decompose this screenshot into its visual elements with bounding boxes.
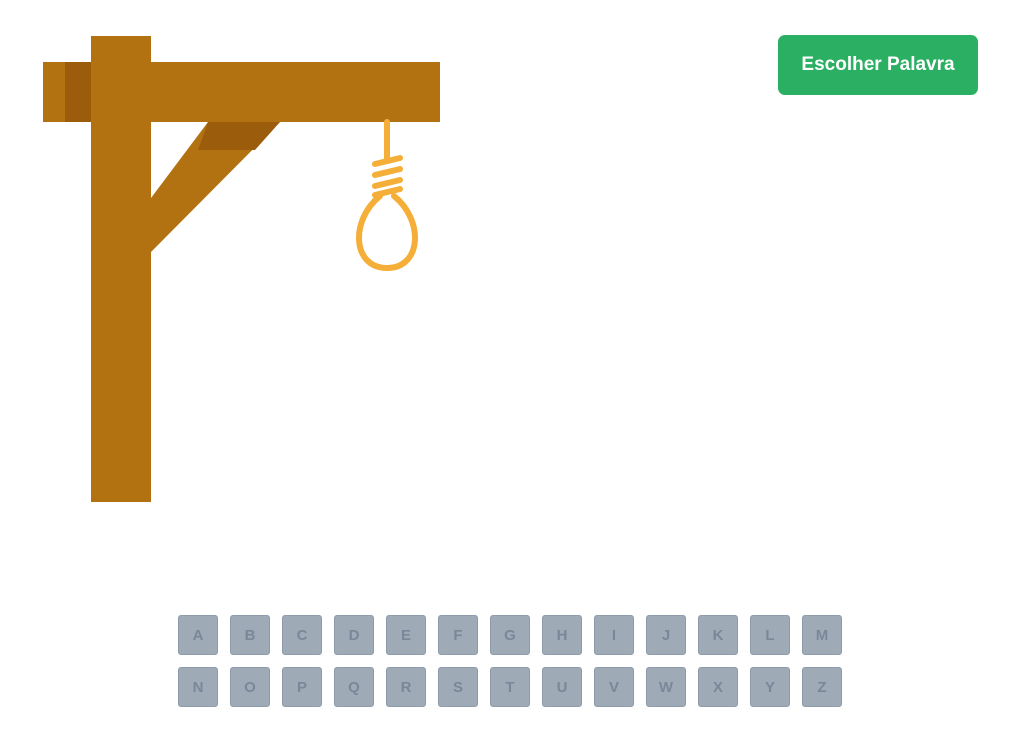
gallows-post	[91, 36, 151, 502]
key-w[interactable]: W	[646, 667, 686, 707]
key-t[interactable]: T	[490, 667, 530, 707]
key-q[interactable]: Q	[334, 667, 374, 707]
key-r[interactable]: R	[386, 667, 426, 707]
key-m[interactable]: M	[802, 615, 842, 655]
letter-keyboard: A B C D E F G H I J K L M N O P Q R S T …	[178, 615, 848, 719]
key-f[interactable]: F	[438, 615, 478, 655]
key-k[interactable]: K	[698, 615, 738, 655]
gallows-beam-shadow	[65, 62, 91, 122]
key-h[interactable]: H	[542, 615, 582, 655]
key-d[interactable]: D	[334, 615, 374, 655]
key-e[interactable]: E	[386, 615, 426, 655]
choose-word-button[interactable]: Escolher Palavra	[778, 35, 978, 95]
key-p[interactable]: P	[282, 667, 322, 707]
key-b[interactable]: B	[230, 615, 270, 655]
key-n[interactable]: N	[178, 667, 218, 707]
gallows-brace	[151, 122, 280, 252]
keyboard-row-1: A B C D E F G H I J K L M	[178, 615, 848, 655]
key-c[interactable]: C	[282, 615, 322, 655]
key-v[interactable]: V	[594, 667, 634, 707]
keyboard-row-2: N O P Q R S T U V W X Y Z	[178, 667, 848, 707]
key-s[interactable]: S	[438, 667, 478, 707]
key-x[interactable]: X	[698, 667, 738, 707]
key-y[interactable]: Y	[750, 667, 790, 707]
key-a[interactable]: A	[178, 615, 218, 655]
key-z[interactable]: Z	[802, 667, 842, 707]
gallows-brace-shadow	[198, 122, 280, 150]
key-j[interactable]: J	[646, 615, 686, 655]
key-u[interactable]: U	[542, 667, 582, 707]
gallows-image	[43, 36, 440, 502]
key-i[interactable]: I	[594, 615, 634, 655]
key-o[interactable]: O	[230, 667, 270, 707]
key-l[interactable]: L	[750, 615, 790, 655]
noose-icon	[356, 119, 418, 272]
key-g[interactable]: G	[490, 615, 530, 655]
